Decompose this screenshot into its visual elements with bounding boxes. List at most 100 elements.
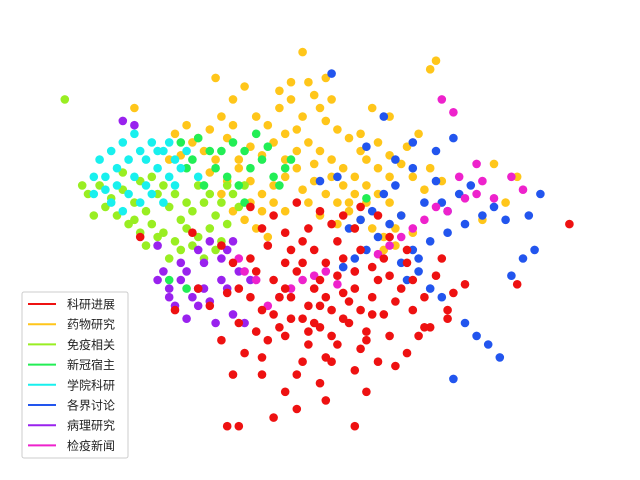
point-series-6-11 bbox=[211, 318, 220, 328]
point-series-0-76 bbox=[269, 310, 278, 319]
point-series-1-86 bbox=[501, 198, 510, 207]
point-series-0-100 bbox=[443, 305, 452, 315]
point-series-0-45 bbox=[350, 224, 360, 233]
point-series-6-2 bbox=[182, 267, 191, 276]
point-series-3-15 bbox=[199, 181, 209, 190]
point-series-0-42 bbox=[280, 228, 290, 237]
point-series-7-13 bbox=[385, 241, 394, 250]
point-series-0-64 bbox=[217, 241, 226, 250]
point-series-1-20 bbox=[315, 146, 325, 156]
point-series-0-23 bbox=[257, 305, 267, 315]
point-series-1-19 bbox=[304, 138, 313, 147]
point-series-5-0 bbox=[327, 69, 336, 78]
point-series-0-32 bbox=[251, 327, 261, 336]
legend-label-7: 检疫新闻 bbox=[67, 438, 115, 453]
point-series-0-65 bbox=[344, 297, 354, 306]
point-series-0-87 bbox=[460, 280, 470, 289]
point-series-4-0 bbox=[89, 172, 99, 182]
point-series-1-75 bbox=[304, 198, 313, 207]
point-series-2-4 bbox=[141, 206, 151, 216]
point-series-4-19 bbox=[147, 189, 157, 199]
point-series-5-27 bbox=[391, 155, 400, 164]
point-series-0-78 bbox=[367, 262, 377, 272]
point-series-0-77 bbox=[350, 284, 360, 293]
point-series-1-77 bbox=[280, 206, 290, 216]
point-series-0-116 bbox=[304, 327, 313, 336]
point-series-1-30 bbox=[257, 189, 267, 199]
point-series-0-57 bbox=[257, 353, 267, 362]
point-series-0-37 bbox=[356, 245, 365, 255]
point-series-6-23 bbox=[176, 258, 186, 268]
point-series-1-28 bbox=[280, 172, 290, 182]
point-series-5-18 bbox=[460, 219, 470, 229]
point-series-0-67 bbox=[298, 258, 307, 268]
point-series-7-11 bbox=[408, 224, 418, 233]
point-series-4-24 bbox=[130, 172, 139, 182]
point-series-1-58 bbox=[333, 125, 342, 134]
point-series-0-8 bbox=[333, 340, 342, 349]
point-series-6-22 bbox=[164, 284, 174, 293]
point-series-1-6 bbox=[275, 103, 284, 113]
point-series-6-1 bbox=[130, 120, 139, 130]
point-series-0-53 bbox=[373, 357, 383, 367]
point-series-7-4 bbox=[507, 172, 516, 182]
legend-label-1: 药物研究 bbox=[67, 317, 115, 332]
point-series-4-20 bbox=[159, 198, 168, 207]
point-series-7-10 bbox=[420, 215, 429, 225]
point-series-6-12 bbox=[193, 301, 203, 311]
point-series-0-104 bbox=[188, 228, 197, 237]
point-series-7-0 bbox=[437, 95, 447, 104]
point-series-3-7 bbox=[246, 163, 255, 173]
point-series-1-8 bbox=[251, 112, 261, 121]
point-series-5-44 bbox=[356, 215, 365, 225]
point-series-0-7 bbox=[304, 340, 313, 349]
point-series-4-16 bbox=[112, 181, 122, 190]
point-series-5-14 bbox=[338, 262, 348, 272]
point-series-2-26 bbox=[77, 181, 87, 190]
point-series-0-47 bbox=[402, 258, 412, 268]
point-series-0-90 bbox=[315, 206, 325, 216]
point-series-4-12 bbox=[141, 155, 151, 164]
point-series-0-93 bbox=[217, 335, 226, 345]
point-series-0-107 bbox=[298, 237, 307, 246]
point-series-1-83 bbox=[489, 159, 499, 169]
point-series-0-1 bbox=[298, 314, 307, 324]
point-series-5-1 bbox=[379, 112, 389, 121]
legend-entry-3: 新冠宿主 bbox=[28, 357, 115, 372]
point-series-0-28 bbox=[315, 378, 325, 388]
point-series-1-23 bbox=[350, 172, 360, 182]
point-series-5-25 bbox=[408, 138, 418, 147]
point-series-2-35 bbox=[228, 189, 238, 199]
point-series-0-98 bbox=[385, 331, 394, 341]
point-series-5-43 bbox=[414, 254, 423, 263]
point-series-2-16 bbox=[147, 219, 157, 229]
point-series-4-30 bbox=[118, 206, 128, 216]
point-series-0-39 bbox=[246, 254, 255, 263]
point-series-0-13 bbox=[367, 292, 377, 302]
point-series-5-46 bbox=[333, 172, 342, 182]
point-series-5-39 bbox=[507, 271, 516, 281]
point-series-1-87 bbox=[356, 129, 365, 139]
point-series-0-36 bbox=[333, 237, 342, 246]
point-series-1-24 bbox=[362, 181, 371, 190]
point-series-0-75 bbox=[280, 258, 290, 268]
point-series-1-81 bbox=[425, 65, 435, 74]
point-series-0-81 bbox=[257, 370, 267, 379]
legend-entry-5: 各界讨论 bbox=[28, 398, 115, 413]
point-series-3-17 bbox=[263, 142, 273, 151]
point-series-1-48 bbox=[182, 120, 191, 130]
point-series-1-10 bbox=[240, 82, 249, 91]
point-series-3-6 bbox=[234, 181, 244, 190]
point-series-0-27 bbox=[350, 366, 360, 375]
point-series-0-108 bbox=[338, 211, 348, 220]
point-series-0-25 bbox=[298, 357, 307, 367]
point-series-7-24 bbox=[240, 267, 249, 276]
point-series-0-59 bbox=[222, 288, 232, 298]
point-series-4-28 bbox=[182, 146, 191, 156]
point-series-6-29 bbox=[153, 241, 162, 250]
point-series-2-21 bbox=[205, 224, 215, 233]
point-series-7-16 bbox=[333, 280, 342, 289]
point-series-3-13 bbox=[251, 129, 261, 139]
point-series-0-43 bbox=[304, 224, 313, 233]
point-series-0-34 bbox=[286, 245, 296, 255]
